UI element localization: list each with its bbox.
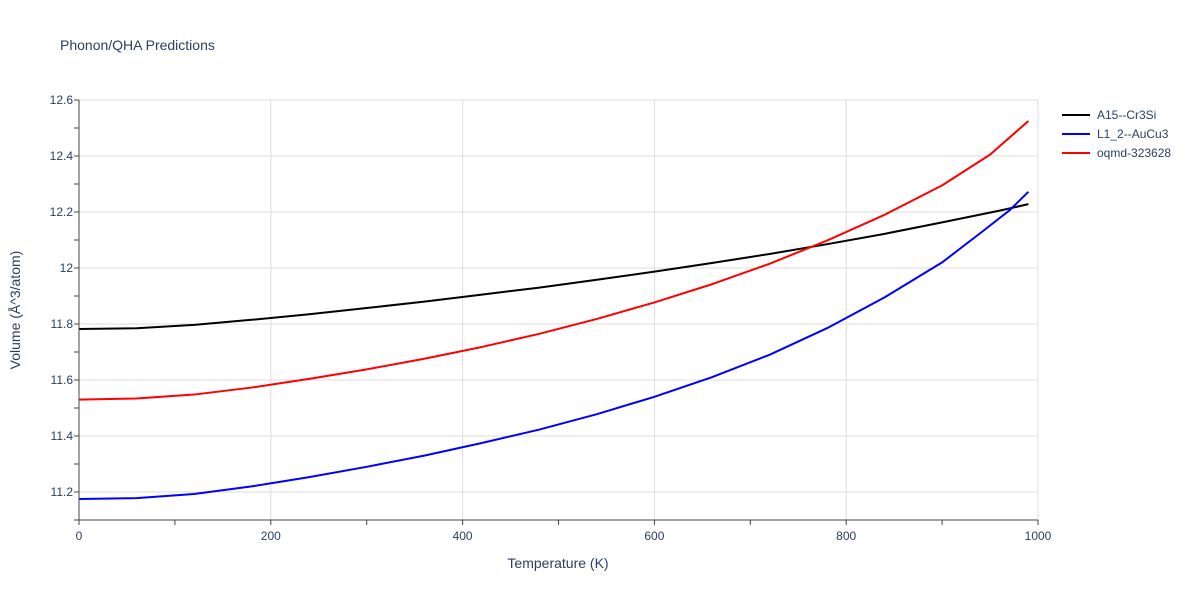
y-axis-label: Volume (Å^3/atom) [7,251,23,370]
x-axis-label: Temperature (K) [507,555,608,571]
series-line-l1-2-aucu3 [78,191,1030,500]
legend-label: oqmd-323628 [1097,146,1171,160]
y-tick-label: 12.6 [50,93,74,107]
y-tick-label: 12.4 [50,149,74,163]
legend-item[interactable]: oqmd-323628 [1062,146,1171,160]
grid-lines [79,99,1039,520]
y-tick-label: 11.4 [51,429,74,443]
y-tick-label: 12.2 [50,205,74,219]
x-tick-label: 1000 [1025,529,1052,543]
axes [74,99,1039,525]
y-tick-label: 11.6 [51,373,74,387]
y-tick-label: 11.8 [51,317,74,331]
x-tick-label: 400 [453,529,473,543]
series-line-oqmd-323628 [78,120,1030,401]
series-line-a15-cr3si [78,203,1029,331]
x-axis-ticks: 0 200 400 600 800 1000 [76,529,1052,543]
legend-item[interactable]: L1_2--AuCu3 [1062,127,1169,141]
x-tick-label: 0 [76,529,83,543]
legend-label: L1_2--AuCu3 [1097,127,1169,141]
legend-label: A15--Cr3Si [1097,108,1156,122]
legend-item[interactable]: A15--Cr3Si [1062,108,1156,122]
series-lines [78,120,1030,500]
x-tick-label: 600 [644,529,664,543]
chart-title: Phonon/QHA Predictions [60,37,215,53]
y-tick-label: 12 [60,261,74,275]
x-tick-label: 800 [836,529,856,543]
y-axis-ticks: 11.2 11.4 11.6 11.8 12 12.2 12.4 12.6 [50,93,74,499]
y-tick-label: 11.2 [51,485,74,499]
legend[interactable]: A15--Cr3Si L1_2--AuCu3 oqmd-323628 [1062,108,1171,160]
x-tick-label: 200 [261,529,281,543]
